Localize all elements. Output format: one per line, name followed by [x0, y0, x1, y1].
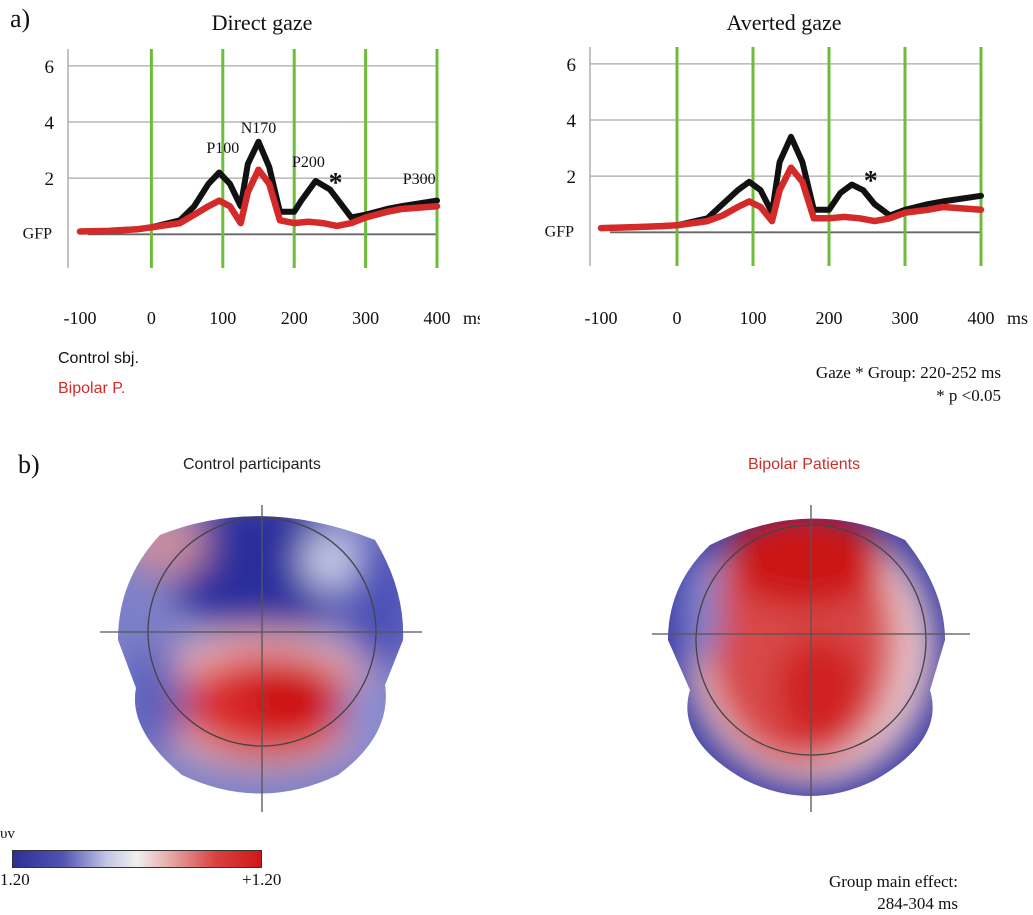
- bipolar-series-line: [597, 164, 985, 232]
- x-tick-label: 200: [281, 308, 308, 328]
- legend-bipolar: Bipolar P.: [58, 380, 126, 397]
- stats-note-pvalue: * p <0.05: [936, 386, 1001, 405]
- colorbar: [12, 850, 262, 868]
- control-series-line: [77, 138, 440, 235]
- control-topomap: [100, 505, 422, 812]
- x-axis-unit: ms: [1007, 308, 1028, 328]
- y-tick-label: 4: [45, 113, 55, 134]
- control-topomap-title: Control participants: [183, 456, 321, 473]
- x-tick-label: 0: [147, 308, 156, 328]
- stats-note-effect: Gaze * Group: 220-252 ms: [815, 363, 1001, 382]
- control-series-line: [598, 133, 984, 232]
- bipolar-series-line: [76, 166, 441, 235]
- x-tick-label: 300: [892, 308, 919, 328]
- x-tick-label: 300: [352, 308, 379, 328]
- significance-star: *: [329, 168, 343, 199]
- colorbar-unit: υv: [0, 826, 15, 842]
- bipolar-topomap-title: Bipolar Patients: [748, 456, 861, 473]
- y-tick-label: 2: [45, 169, 55, 190]
- x-tick-label: 100: [740, 308, 767, 328]
- x-tick-label: 400: [424, 308, 451, 328]
- y-tick-label: 4: [567, 111, 577, 132]
- peak-label: N170: [241, 120, 277, 137]
- x-tick-label: 0: [673, 308, 682, 328]
- x-tick-label: -100: [585, 308, 618, 328]
- group-effect-title: Group main effect:: [828, 872, 958, 891]
- bipolar-topomap: [652, 505, 970, 812]
- panel-a-label: a): [10, 4, 31, 33]
- peak-label: P200: [292, 154, 325, 171]
- x-tick-label: -100: [64, 308, 97, 328]
- legend-control: Control sbj.: [58, 350, 139, 367]
- y-tick-label: 6: [45, 57, 55, 78]
- significance-star: *: [864, 166, 878, 197]
- x-tick-label: 200: [816, 308, 843, 328]
- x-axis-unit: ms: [463, 308, 480, 328]
- y-axis-label: GFP: [545, 223, 574, 240]
- y-axis-label: GFP: [23, 225, 52, 242]
- y-tick-label: 6: [567, 55, 577, 76]
- colorbar-min-label: 1.20: [0, 870, 30, 889]
- panel-b-label: b): [18, 450, 40, 479]
- peak-label: P100: [206, 140, 239, 157]
- chart-title: Direct gaze: [212, 10, 313, 35]
- averted-gaze-chart: Averted gaze 2 4 6 GFP -100 0 100 200 300 400 ms *: [545, 10, 1028, 328]
- x-tick-label: 400: [968, 308, 995, 328]
- y-tick-label: 2: [567, 167, 577, 188]
- peak-label: P300: [403, 171, 436, 188]
- chart-title: Averted gaze: [726, 10, 841, 35]
- direct-gaze-chart: Direct gaze 2 4 6 GFP -100 0 100 200 300 400 ms P100…: [23, 10, 480, 328]
- colorbar-max-label: +1.20: [242, 870, 282, 889]
- x-tick-label: 100: [209, 308, 236, 328]
- group-effect-range: 284-304 ms: [877, 894, 958, 913]
